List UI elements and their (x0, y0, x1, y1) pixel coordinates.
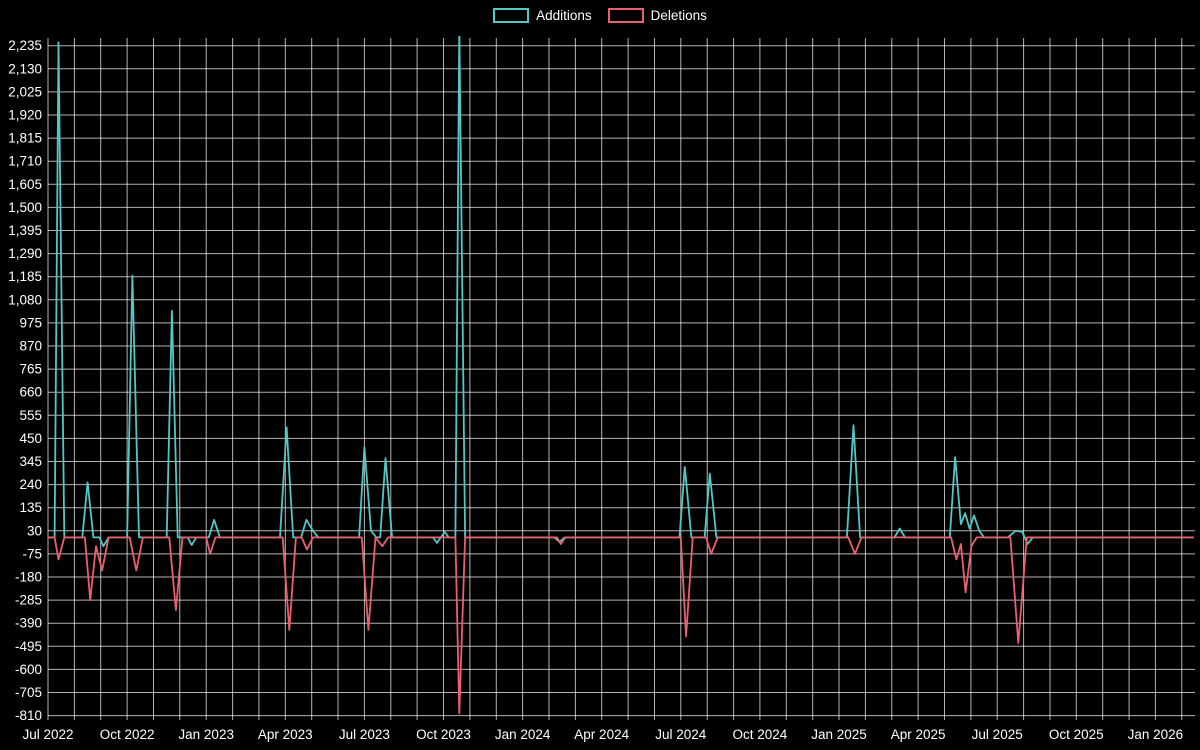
y-tick-label: 870 (19, 339, 42, 354)
y-tick-label: 1,815 (8, 131, 42, 146)
y-tick-label: 240 (19, 477, 42, 492)
y-tick-label: 2,130 (8, 61, 42, 76)
y-tick-label: -390 (15, 616, 42, 631)
y-tick-label: 975 (19, 315, 42, 330)
y-tick-label: 765 (19, 362, 42, 377)
y-tick-label: -75 (22, 546, 42, 561)
deletions-line (48, 536, 1194, 715)
y-tick-label: -285 (15, 593, 42, 608)
y-tick-label: 1,920 (8, 108, 42, 123)
y-tick-label: 1,500 (8, 200, 42, 215)
y-tick-label: -495 (15, 639, 42, 654)
y-tick-label: 345 (19, 454, 42, 469)
deletions-swatch (607, 8, 644, 23)
x-tick-label: Apr 2023 (258, 727, 313, 742)
y-tick-label: 555 (19, 408, 42, 423)
x-tick-label: Apr 2025 (891, 727, 946, 742)
y-tick-label: 1,710 (8, 154, 42, 169)
x-tick-label: Jan 2026 (1128, 727, 1184, 742)
gridlines (47, 38, 1195, 720)
y-tick-label: 450 (19, 431, 42, 446)
y-tick-label: 1,605 (8, 177, 42, 192)
x-tick-label: Apr 2024 (574, 727, 629, 742)
y-tick-label: 1,395 (8, 223, 42, 238)
chart-legend: Additions Deletions (0, 8, 1200, 23)
y-tick-label: 135 (19, 500, 42, 515)
legend-item-additions: Additions (493, 8, 592, 23)
x-tick-label: Jan 2024 (495, 727, 551, 742)
y-tick-label: 2,235 (8, 38, 42, 53)
x-tick-label: Oct 2023 (416, 727, 471, 742)
y-tick-label: -600 (15, 662, 42, 677)
y-tick-label: -705 (15, 685, 42, 700)
y-tick-label: 30 (27, 523, 42, 538)
x-tick-label: Oct 2022 (100, 727, 155, 742)
x-tick-label: Oct 2024 (733, 727, 788, 742)
additions-legend-label: Additions (536, 8, 592, 23)
x-tick-label: Jul 2023 (339, 727, 390, 742)
y-tick-label: 660 (19, 385, 42, 400)
x-tick-label: Jul 2022 (22, 727, 73, 742)
y-tick-label: 2,025 (8, 84, 42, 99)
additions-swatch (493, 8, 530, 23)
x-tick-label: Oct 2025 (1049, 727, 1104, 742)
x-tick-label: Jul 2024 (655, 727, 707, 742)
legend-item-deletions: Deletions (607, 8, 707, 23)
x-tick-label: Jan 2025 (811, 727, 867, 742)
x-tick-label: Jul 2025 (972, 727, 1023, 742)
y-tick-label: 1,185 (8, 269, 42, 284)
y-tick-label: 1,290 (8, 246, 42, 261)
x-tick-label: Jan 2023 (178, 727, 234, 742)
additions-line (48, 36, 1194, 548)
y-tick-label: -180 (15, 570, 42, 585)
y-tick-label: 1,080 (8, 292, 42, 307)
deletions-legend-label: Deletions (650, 8, 707, 23)
y-tick-label: -810 (15, 708, 42, 723)
